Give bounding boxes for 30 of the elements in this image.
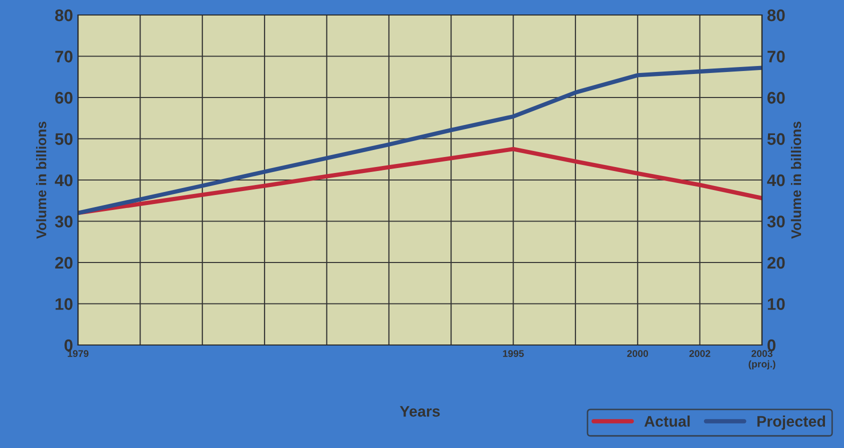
y-tick-label: 50	[55, 133, 72, 145]
y2-tick-label: 30	[767, 216, 785, 228]
y-axis-title: Volume in billions	[36, 122, 46, 239]
y2-tick-label: 40	[767, 174, 785, 186]
x-tick-label: 2003 (proj.)	[748, 350, 776, 370]
y-tick-label: 10	[56, 298, 72, 310]
y-tick-label: 80	[55, 9, 72, 22]
y-tick-label: 30	[54, 216, 72, 228]
y-tick-label: 20	[55, 256, 72, 269]
x-tick-label: 1979	[68, 350, 88, 357]
y2-tick-label: 0	[768, 339, 776, 352]
y-tick-label: 60	[55, 92, 72, 104]
y-tick-label: 0	[64, 339, 72, 352]
y2-tick-label: 50	[767, 133, 785, 145]
y2-tick-label: 20	[767, 256, 785, 269]
x-tick-label: 2000	[627, 350, 648, 357]
legend-label: Actual	[644, 416, 690, 427]
x-tick-label: 2002	[689, 350, 710, 357]
line-series	[78, 66, 762, 216]
y2-tick-label: 70	[768, 50, 785, 62]
x-tick-label: 1995	[503, 350, 524, 357]
legend-label: Projected	[757, 416, 826, 430]
y2-axis-title: Volume in billions	[790, 122, 802, 239]
y2-tick-label: 60	[767, 92, 785, 104]
line-series	[78, 146, 762, 216]
x-axis-title: Years	[400, 406, 440, 417]
y-tick-label: 70	[55, 50, 72, 62]
y2-tick-label: 80	[767, 9, 785, 22]
y-tick-label: 40	[54, 174, 72, 186]
y2-tick-label: 10	[768, 298, 785, 310]
